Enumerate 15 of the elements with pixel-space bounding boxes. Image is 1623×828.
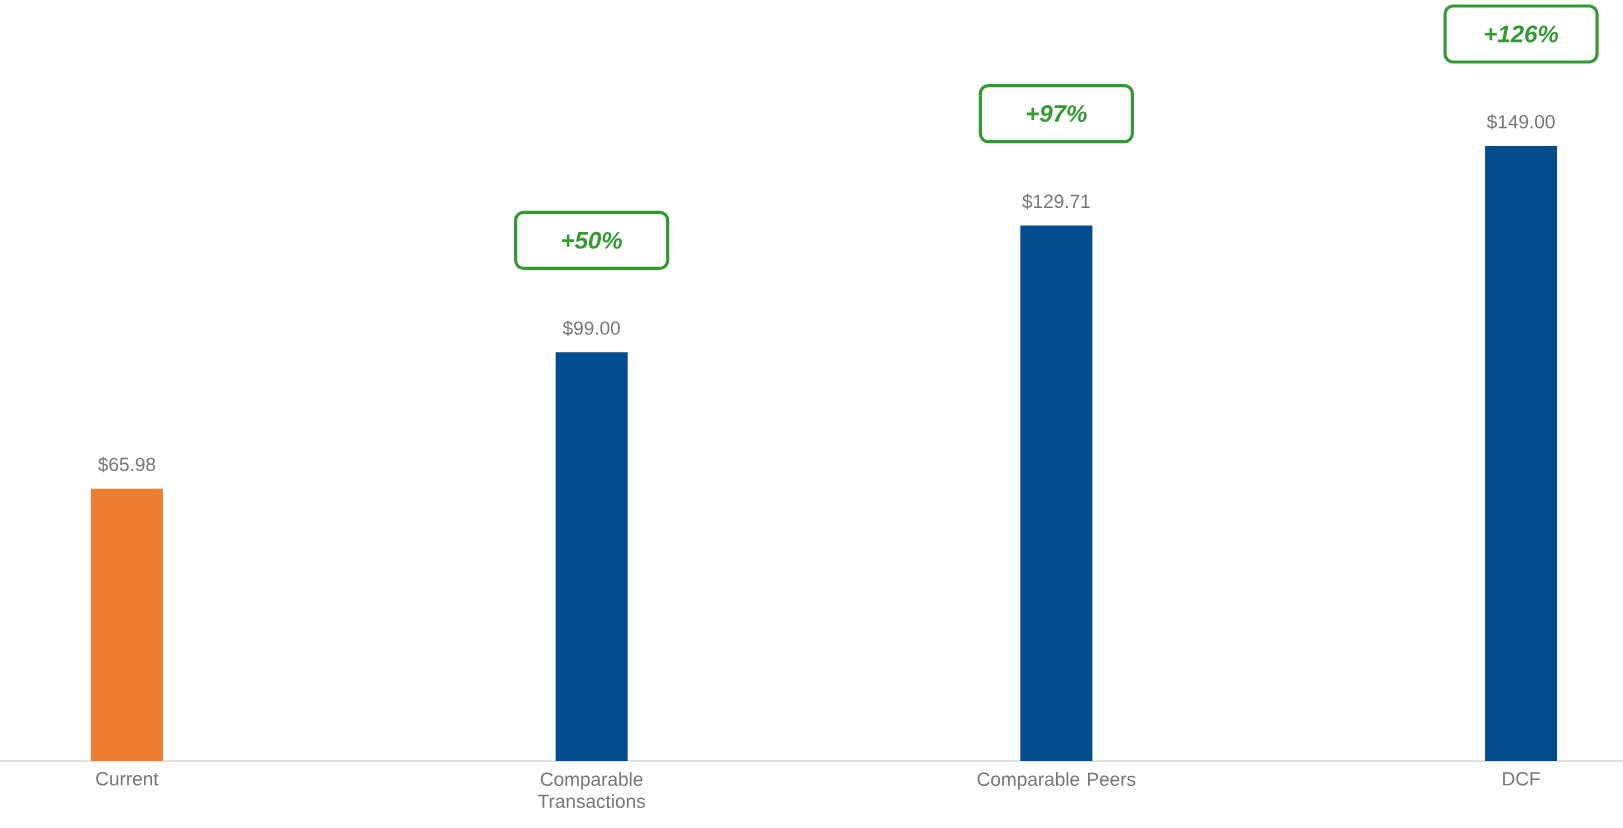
text: +97% (1026, 105, 1087, 123)
x-tick-label: Comparable Peers (977, 772, 1136, 790)
bar (555, 352, 628, 761)
data-label: $99.00 (562, 320, 620, 336)
annotation: +50% (562, 231, 622, 249)
x-tick-label: Comparable Transactions (538, 772, 645, 809)
data-label: $65.98 (98, 456, 156, 473)
x-tick-label: Current (96, 772, 159, 786)
text: +126% (1484, 25, 1559, 43)
bar (1485, 145, 1558, 761)
bar (1020, 225, 1093, 761)
data-label: $129.71 (1022, 193, 1090, 210)
x-tick-label: DCF (1503, 772, 1540, 786)
data-label: $149.00 (1486, 114, 1555, 130)
bar (90, 488, 163, 761)
